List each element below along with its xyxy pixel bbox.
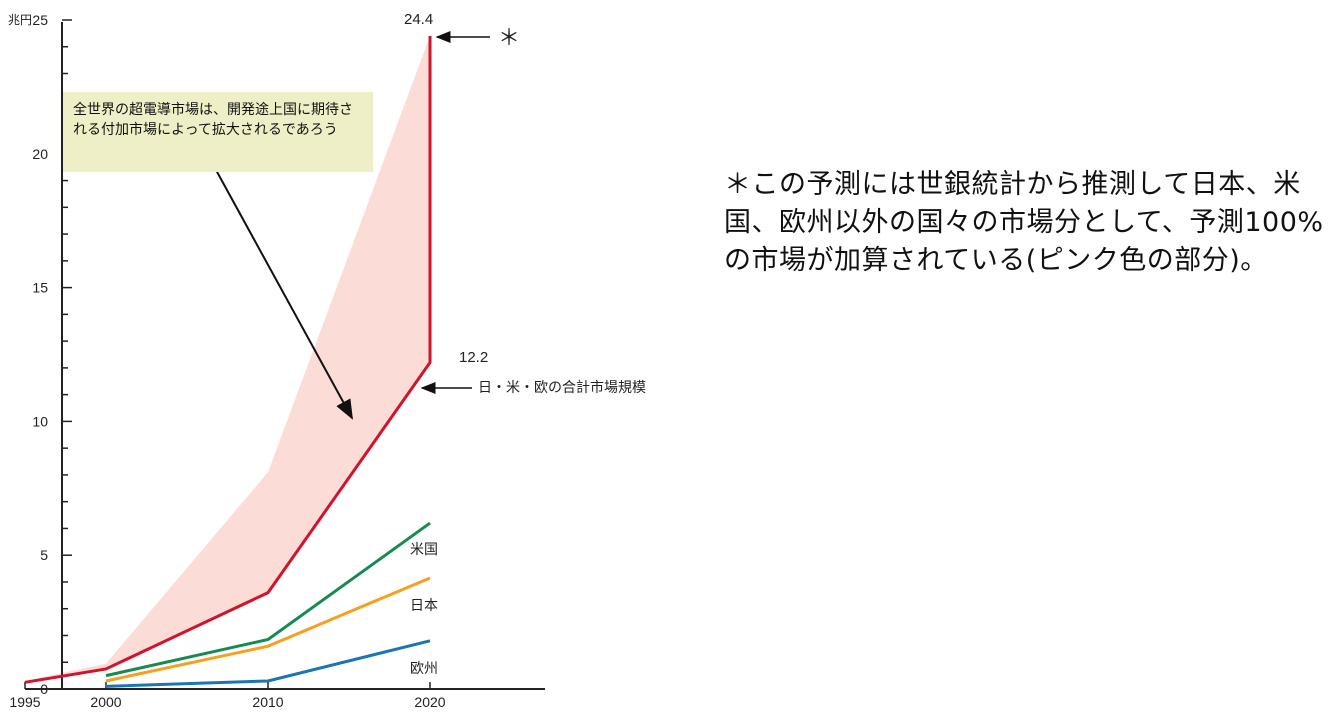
- x-tick-label: 2020: [414, 694, 445, 710]
- star-marker: ＊: [498, 25, 520, 50]
- x-tick-label: 2010: [252, 694, 283, 710]
- y-tick-label: 25: [32, 12, 48, 28]
- series-label-japan: 日本: [410, 598, 438, 614]
- annotation-arrow: [215, 169, 353, 420]
- y-unit-label: 兆円: [8, 13, 32, 27]
- y-tick-label: 20: [32, 146, 48, 162]
- labels-layer: 兆円 24.4 12.2 ＊ 日・米・欧の合計市場規模 米国 日本 欧州: [8, 11, 646, 677]
- x-tick-label: 1995: [9, 694, 40, 710]
- series-line-0: [24, 36, 432, 684]
- value-label-12-2: 12.2: [459, 349, 488, 366]
- series-label-us: 米国: [410, 542, 438, 558]
- y-tick-label: 10: [32, 413, 48, 429]
- series-label-europe: 欧州: [410, 661, 438, 677]
- annotation-box: 全世界の超電導市場は、開発途上国に期待される付加市場によって拡大されるであろう: [63, 92, 373, 172]
- series-line-1: [105, 521, 431, 678]
- arrow-layer: [215, 31, 490, 420]
- forecast-note: ＊この予測には世銀統計から推測して日本、米国、欧州以外の国々の市場分として、予測…: [724, 169, 1324, 276]
- value-label-24-4: 24.4: [404, 11, 433, 28]
- x-tick-label: 2000: [90, 694, 121, 710]
- series-layer: [24, 36, 432, 688]
- pink-area-layer: [25, 36, 430, 683]
- y-tick-label: 5: [40, 547, 48, 563]
- total-series-label: 日・米・欧の合計市場規模: [478, 379, 646, 396]
- pink-area: [25, 36, 430, 683]
- series-line-2: [105, 576, 431, 683]
- y-tick-label: 0: [40, 681, 48, 697]
- series-line-3: [105, 639, 431, 688]
- y-tick-label: 15: [32, 280, 48, 296]
